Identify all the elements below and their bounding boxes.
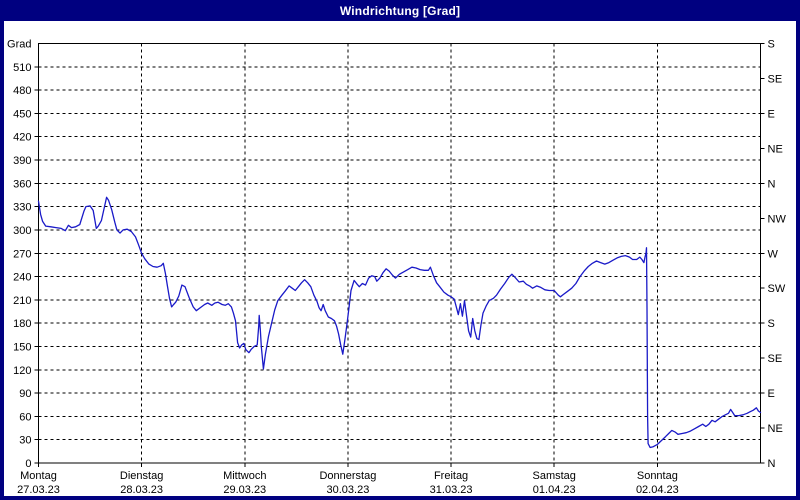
compass-tick-label: W bbox=[768, 248, 779, 260]
compass-tick-label: SE bbox=[768, 73, 783, 85]
day-name-label: Samstag bbox=[533, 470, 576, 482]
y-tick-label: 270 bbox=[13, 248, 31, 260]
day-date-label: 31.03.23 bbox=[430, 484, 473, 496]
compass-tick-label: NW bbox=[768, 213, 787, 225]
y-tick-label: 300 bbox=[13, 225, 31, 237]
day-name-label: Mittwoch bbox=[223, 470, 266, 482]
y-tick-label: 390 bbox=[13, 155, 31, 167]
compass-tick-label: E bbox=[768, 108, 775, 120]
compass-tick-label: E bbox=[768, 388, 775, 400]
y-tick-label: 210 bbox=[13, 295, 31, 307]
title-bar: Windrichtung [Grad] bbox=[0, 0, 800, 21]
compass-tick-label: S bbox=[768, 39, 775, 51]
day-date-label: 27.03.23 bbox=[17, 484, 60, 496]
y-axis-unit-label: Grad bbox=[7, 39, 31, 51]
day-name-label: Montag bbox=[20, 470, 57, 482]
y-tick-label: 120 bbox=[13, 365, 31, 377]
y-tick-label: 30 bbox=[19, 435, 31, 447]
day-date-label: 02.04.23 bbox=[636, 484, 679, 496]
day-date-label: 01.04.23 bbox=[533, 484, 576, 496]
y-tick-label: 360 bbox=[13, 178, 31, 190]
day-date-label: 28.03.23 bbox=[120, 484, 163, 496]
wind-direction-line bbox=[37, 196, 762, 449]
y-tick-label: 150 bbox=[13, 341, 31, 353]
y-tick-label: 450 bbox=[13, 108, 31, 120]
y-tick-label: 0 bbox=[25, 458, 31, 470]
day-name-label: Freitag bbox=[434, 470, 468, 482]
day-name-label: Sonntag bbox=[637, 470, 678, 482]
day-date-label: 29.03.23 bbox=[223, 484, 266, 496]
y-tick-label: 330 bbox=[13, 202, 31, 214]
compass-tick-label: SW bbox=[768, 283, 786, 295]
window-title: Windrichtung [Grad] bbox=[339, 3, 461, 18]
y-tick-label: 90 bbox=[19, 388, 31, 400]
compass-tick-label: N bbox=[768, 178, 776, 190]
compass-tick-label: NE bbox=[768, 423, 783, 435]
y-tick-label: 480 bbox=[13, 85, 31, 97]
y-tick-label: 60 bbox=[19, 411, 31, 423]
day-name-label: Donnerstag bbox=[319, 470, 376, 482]
day-date-label: 30.03.23 bbox=[327, 484, 370, 496]
y-tick-label: 240 bbox=[13, 272, 31, 284]
compass-tick-label: S bbox=[768, 318, 775, 330]
compass-tick-label: NE bbox=[768, 143, 783, 155]
compass-tick-label: SE bbox=[768, 353, 783, 365]
y-tick-label: 420 bbox=[13, 132, 31, 144]
day-name-label: Dienstag bbox=[120, 470, 163, 482]
y-tick-label: 180 bbox=[13, 318, 31, 330]
compass-tick-label: N bbox=[768, 458, 776, 470]
y-tick-label: 510 bbox=[13, 62, 31, 74]
